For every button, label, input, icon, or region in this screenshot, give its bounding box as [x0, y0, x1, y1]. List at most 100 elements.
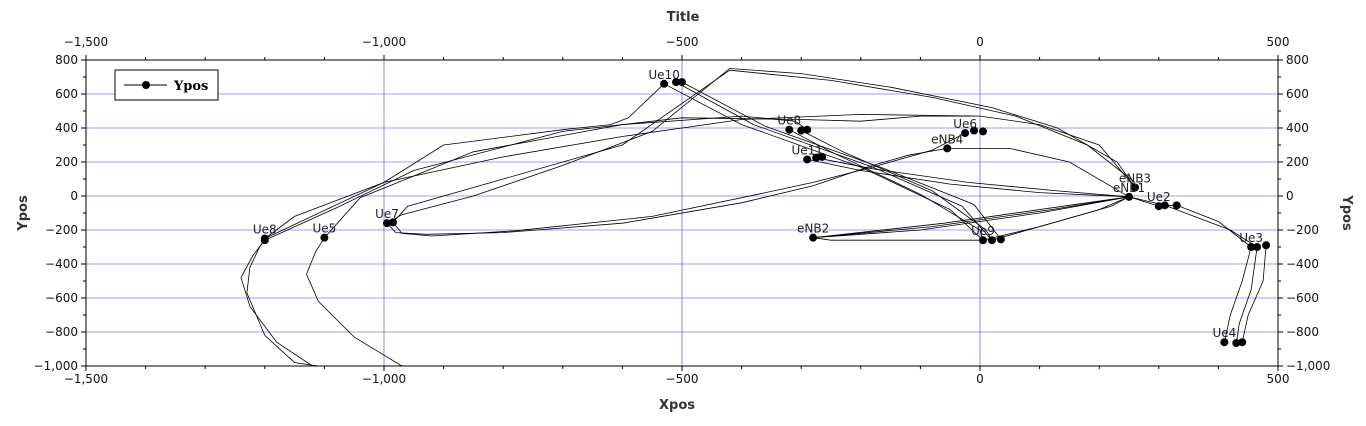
trajectory-line: [813, 237, 980, 241]
chart-title: Title: [667, 10, 700, 25]
data-point: [978, 127, 987, 136]
y-axis-label-right: Ypos: [1339, 194, 1354, 231]
y-tick-label-right: −400: [1286, 257, 1319, 271]
legend-label: Ypos: [173, 79, 208, 94]
trajectory-line: [1224, 246, 1252, 343]
y-tick-label-left: 600: [55, 87, 78, 101]
point-label: Ue8: [253, 223, 277, 237]
trajectory-line: [789, 129, 984, 241]
point-label: eNB3: [1119, 172, 1151, 186]
y-tick-label-left: 400: [55, 121, 78, 135]
data-point: [970, 126, 979, 135]
trajectory-line: [813, 196, 1130, 239]
y-tick-label-left: 200: [55, 155, 78, 169]
y-tick-label-right: 600: [1286, 87, 1309, 101]
x-tick-label-top: −500: [666, 35, 699, 49]
data-point: [660, 79, 669, 88]
data-point: [1247, 243, 1256, 251]
trajectory-line: [663, 83, 984, 241]
point-label: eNB4: [931, 132, 963, 146]
data-point: [260, 236, 269, 245]
point-label: Ue5: [312, 222, 336, 236]
trajectory-line: [947, 148, 1130, 198]
trajectory-line: [324, 115, 808, 238]
trajectory-line: [264, 83, 665, 239]
x-tick-label-bottom: −500: [666, 372, 699, 386]
data-point: [388, 218, 397, 227]
data-point: [1160, 201, 1169, 210]
trajectory-line: [240, 239, 313, 366]
trajectory-line: [386, 148, 948, 235]
point-label: Ue4: [1212, 326, 1236, 340]
legend-marker: [142, 81, 150, 89]
x-tick-label-top: 0: [976, 35, 984, 49]
data-point: [978, 236, 987, 245]
x-tick-label-bottom: −1,500: [64, 372, 108, 386]
point-label: Ue10: [648, 68, 679, 82]
point-label: Ue6: [953, 117, 977, 131]
point-label: eNB1: [1113, 181, 1145, 195]
x-tick-label-bottom: −1,000: [362, 372, 406, 386]
trajectory-line: [1241, 245, 1267, 343]
y-tick-label-left: −800: [45, 325, 78, 339]
data-point: [961, 129, 970, 138]
trajectory-line: [816, 157, 1130, 198]
data-point: [1262, 241, 1271, 250]
data-point: [797, 126, 806, 135]
x-tick-label-top: −1,500: [64, 35, 108, 49]
trajectory-line: [264, 115, 977, 241]
point-label: Ue9: [971, 224, 995, 238]
y-axis-label-left: Ypos: [16, 195, 31, 232]
x-tick-label-bottom: 0: [976, 372, 984, 386]
trajectory-line: [813, 196, 1130, 239]
x-tick-label-top: −1,000: [362, 35, 406, 49]
data-point: [987, 236, 996, 245]
trajectory-line: [386, 68, 1136, 224]
y-tick-label-right: 800: [1286, 53, 1309, 67]
trajectory-line: [264, 113, 1136, 239]
trajectory-line: [807, 159, 1130, 198]
y-tick-label-left: −1,000: [34, 359, 78, 373]
data-point: [1154, 202, 1163, 211]
data-point: [678, 78, 686, 87]
plot-frame: [85, 59, 1279, 367]
y-tick-label-left: −400: [45, 257, 78, 271]
y-tick-label-right: 200: [1286, 155, 1309, 169]
y-tick-label-left: −600: [45, 291, 78, 305]
data-point: [1220, 338, 1229, 347]
y-tick-label-right: −1,000: [1286, 359, 1330, 373]
data-point: [1130, 183, 1139, 192]
trajectory-line: [813, 196, 1130, 239]
point-label: Ue11: [791, 143, 822, 157]
trajectory-line: [392, 69, 1136, 223]
y-tick-label-left: 0: [70, 189, 78, 203]
y-tick-label-right: −200: [1286, 223, 1319, 237]
data-point: [1253, 243, 1262, 251]
trajectory-line: [306, 237, 403, 366]
y-tick-label-right: −600: [1286, 291, 1319, 305]
data-point: [818, 152, 827, 161]
data-point: [1238, 338, 1247, 347]
data-point: [1125, 192, 1133, 201]
data-point: [320, 233, 329, 242]
point-label: eNB2: [797, 222, 829, 236]
y-tick-label-left: −200: [45, 223, 78, 237]
data-points: [260, 78, 1271, 348]
x-axis-label: Xpos: [659, 398, 695, 413]
data-point: [809, 233, 818, 242]
trajectory-line: [681, 81, 1002, 240]
data-point: [943, 144, 952, 153]
data-point: [803, 155, 812, 164]
trajectory-line: [675, 81, 993, 241]
trajectory-line: [1235, 246, 1258, 344]
legend[interactable]: Ypos: [114, 69, 219, 101]
trajectory-line: [801, 130, 993, 241]
data-point: [996, 235, 1005, 244]
point-label: Ue8: [777, 114, 801, 128]
point-label: Ue7: [375, 207, 399, 221]
data-point: [785, 125, 794, 134]
x-tick-label-top: 500: [1267, 35, 1290, 49]
data-point: [1232, 339, 1241, 348]
